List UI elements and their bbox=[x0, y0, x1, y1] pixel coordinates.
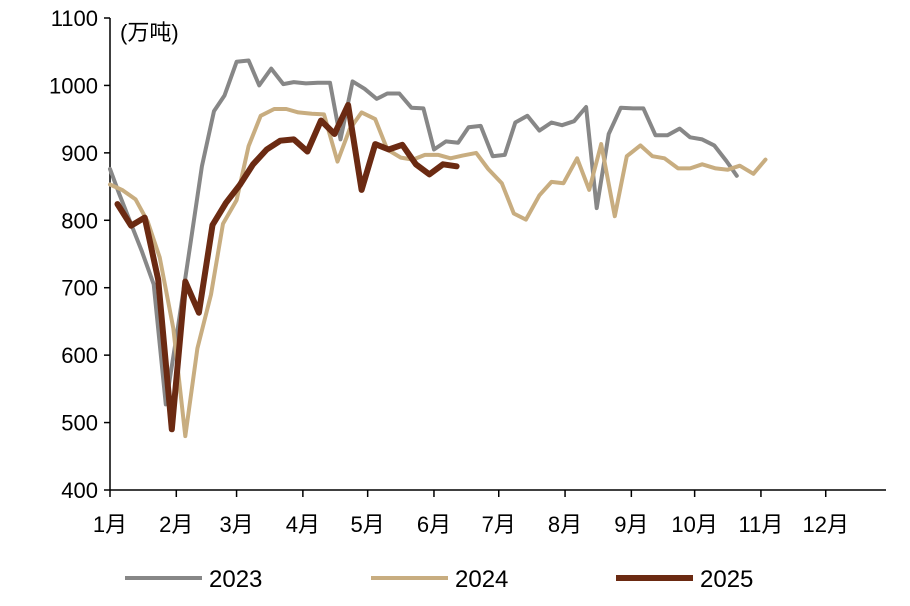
x-tick-label: 10月 bbox=[671, 512, 717, 537]
x-tick-label: 3月 bbox=[219, 512, 253, 537]
x-tick-label: 7月 bbox=[482, 512, 516, 537]
series-line-2024 bbox=[108, 107, 768, 439]
legend: 2023 2024 2025 bbox=[125, 566, 753, 593]
x-tick-label: 9月 bbox=[614, 512, 648, 537]
x-tick-label: 1月 bbox=[93, 512, 127, 537]
x-tick-label: 4月 bbox=[286, 512, 320, 537]
y-tick-label: 700 bbox=[61, 276, 98, 301]
y-tick-label: 900 bbox=[61, 141, 98, 166]
legend-label-2023: 2023 bbox=[209, 566, 262, 593]
y-tick-label: 1100 bbox=[51, 6, 98, 31]
unit-label: (万吨) bbox=[120, 20, 179, 45]
x-tick-label: 5月 bbox=[351, 512, 385, 537]
series-line-2023 bbox=[108, 58, 739, 407]
series-line-2025 bbox=[114, 102, 460, 433]
y-tick-label: 500 bbox=[61, 411, 98, 436]
x-tick-label: 8月 bbox=[548, 512, 582, 537]
axes: 400 500 600 700 800 900 1000 1100 1月 2月 3月 4月 5月 6月 7月… bbox=[49, 6, 886, 537]
legend-label-2024: 2024 bbox=[455, 566, 508, 593]
x-tick-label: 11月 bbox=[739, 512, 784, 537]
y-tick-label: 1000 bbox=[49, 73, 98, 98]
legend-label-2025: 2025 bbox=[700, 566, 753, 593]
y-tick-label: 400 bbox=[61, 478, 98, 503]
y-tick-label: 800 bbox=[61, 208, 98, 233]
y-tick-label: 600 bbox=[61, 343, 98, 368]
series-layer bbox=[108, 58, 768, 439]
x-tick-label: 6月 bbox=[417, 512, 451, 537]
x-tick-label: 2月 bbox=[159, 512, 193, 537]
x-tick-label: 12月 bbox=[802, 512, 848, 537]
